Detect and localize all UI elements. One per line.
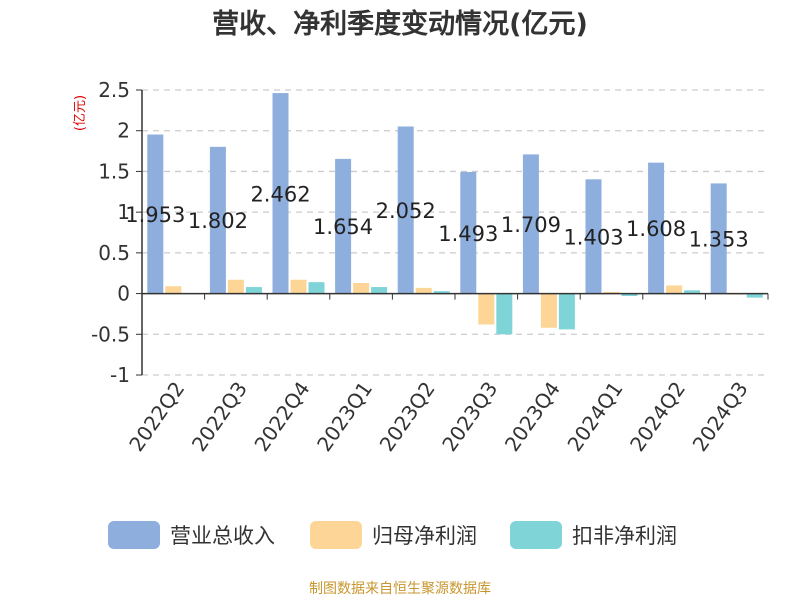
y-axis-ticks: 2.5 2 1.5 1 0.5 0 -0.5 -1 — [91, 78, 142, 387]
data-label: 2.462 — [250, 182, 310, 206]
bar-归母净利润[interactable] — [478, 293, 495, 325]
bar-归母净利润[interactable] — [540, 293, 557, 328]
bar-扣非净利润[interactable] — [496, 293, 513, 335]
y-tick-label: 0 — [117, 282, 130, 306]
bar-扣非净利润[interactable] — [621, 293, 638, 297]
grid-lines — [142, 89, 768, 376]
x-tick-label: 2023Q3 — [437, 377, 502, 456]
data-label: 1.403 — [563, 225, 623, 249]
legend-swatch — [108, 521, 160, 549]
x-tick-label: 2023Q2 — [375, 377, 440, 456]
y-tick-label: 1.5 — [98, 159, 130, 183]
bar-营业总收入[interactable] — [585, 179, 602, 294]
bar-归母净利润[interactable] — [603, 291, 620, 294]
bar-扣非净利润[interactable] — [558, 293, 575, 330]
legend-item[interactable]: 营业总收入 — [108, 521, 275, 549]
chart-title: 营收、净利季度变动情况(亿元) — [212, 8, 588, 40]
x-tick-label: 2024Q3 — [688, 377, 753, 456]
bar-扣非净利润[interactable] — [371, 287, 388, 294]
x-tick-label: 2024Q1 — [562, 377, 627, 456]
y-tick-label: 1 — [117, 200, 130, 224]
bar-营业总收入[interactable] — [335, 158, 352, 294]
x-tick-label: 2022Q3 — [187, 377, 252, 456]
bar-营业总收入[interactable] — [710, 183, 727, 294]
bar-归母净利润[interactable] — [165, 286, 182, 294]
bar-归母净利润[interactable] — [415, 287, 432, 294]
x-axis-ticks: 2022Q22022Q32022Q42023Q12023Q22023Q32023… — [124, 377, 753, 456]
bar-归母净利润[interactable] — [290, 279, 307, 294]
y-tick-label: 2 — [117, 119, 130, 143]
bar-归母净利润[interactable] — [227, 279, 244, 294]
bar-扣非净利润[interactable] — [245, 287, 262, 294]
x-tick-label: 2022Q4 — [249, 377, 314, 456]
legend-label: 归母净利润 — [372, 524, 477, 548]
legend-swatch — [310, 521, 362, 549]
bar-营业总收入[interactable] — [522, 154, 539, 294]
y-tick-label: 0.5 — [98, 241, 130, 265]
legend-item[interactable]: 扣非净利润 — [510, 521, 677, 549]
bar-营业总收入[interactable] — [460, 171, 477, 294]
y-tick-label: -1 — [110, 363, 130, 387]
bar-营业总收入[interactable] — [648, 162, 665, 294]
data-label: 1.802 — [188, 209, 248, 233]
bar-归母净利润[interactable] — [353, 282, 370, 294]
bar-营业总收入[interactable] — [147, 134, 164, 294]
source-note: 制图数据来自恒生聚源数据库 — [309, 581, 491, 597]
bar-扣非净利润[interactable] — [308, 282, 325, 294]
x-tick-label: 2022Q2 — [124, 377, 189, 456]
bar-扣非净利润[interactable] — [746, 293, 763, 298]
data-label: 1.709 — [501, 213, 561, 237]
bar-营业总收入[interactable] — [272, 93, 289, 294]
bar-扣非净利润[interactable] — [684, 290, 701, 294]
x-tick-label: 2023Q4 — [500, 377, 565, 456]
bar-扣非净利润[interactable] — [433, 291, 450, 294]
y-axis-unit: (亿元) — [73, 95, 88, 131]
x-tick-label: 2023Q1 — [312, 377, 377, 456]
data-label: 1.608 — [626, 217, 686, 241]
x-tick-label: 2024Q2 — [625, 377, 690, 456]
y-tick-label: 2.5 — [98, 78, 130, 102]
y-tick-label: -0.5 — [91, 322, 130, 346]
data-label: 1.654 — [313, 215, 373, 239]
bar-归母净利润[interactable] — [666, 285, 683, 294]
legend-item[interactable]: 归母净利润 — [310, 521, 477, 549]
bar-营业总收入[interactable] — [397, 126, 414, 294]
legend-label: 扣非净利润 — [572, 524, 677, 548]
data-label: 2.052 — [376, 199, 436, 223]
bars-group — [147, 93, 763, 335]
data-label: 1.493 — [438, 222, 498, 246]
legend[interactable]: 营业总收入 归母净利润 扣非净利润 — [108, 521, 677, 549]
data-label: 1.953 — [125, 203, 185, 227]
data-label: 1.353 — [689, 227, 749, 251]
legend-swatch — [510, 521, 562, 549]
axes — [141, 90, 769, 375]
legend-label: 营业总收入 — [170, 524, 275, 548]
bar-营业总收入[interactable] — [209, 146, 226, 294]
